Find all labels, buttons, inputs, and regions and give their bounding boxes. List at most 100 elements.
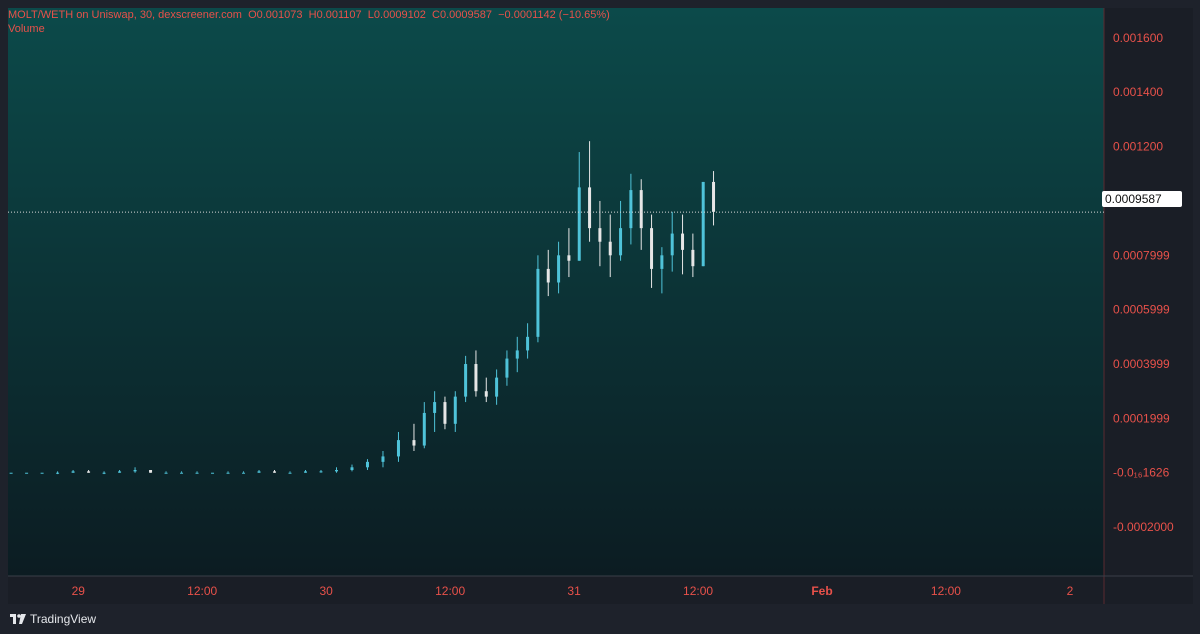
high-value: 0.001107 <box>316 9 362 21</box>
last-price-tag: 0.0009587 <box>1102 191 1182 207</box>
candle <box>619 200 623 261</box>
candle <box>495 369 499 405</box>
close-label: C <box>432 9 440 21</box>
candle-body <box>9 472 13 474</box>
candle-body <box>40 472 44 474</box>
candle <box>433 391 437 432</box>
candle <box>350 464 354 472</box>
plot-background <box>8 8 1104 576</box>
candle-body <box>211 472 215 474</box>
candle <box>660 247 664 294</box>
candle-body <box>195 472 199 474</box>
candle <box>273 470 277 473</box>
candle <box>365 459 369 471</box>
candle-body <box>567 255 571 261</box>
candle <box>639 179 643 250</box>
candle <box>87 470 91 473</box>
candle <box>334 467 338 473</box>
candle-body <box>433 402 437 413</box>
candle-body <box>381 456 385 462</box>
candle <box>453 391 457 432</box>
candle-body <box>464 364 468 397</box>
time-tick-label: 2 <box>1067 584 1074 598</box>
candle-body <box>650 228 654 269</box>
candle-body <box>242 472 246 474</box>
candle <box>149 470 153 473</box>
candle <box>40 472 44 474</box>
price-axis-background <box>1104 8 1193 576</box>
candle <box>526 323 530 359</box>
chart-area[interactable]: 0.0016000.0014000.0012000.00099990.00079… <box>8 8 1193 604</box>
candle-body <box>365 461 369 468</box>
candle-body <box>495 377 499 397</box>
candle <box>577 152 581 261</box>
candle <box>288 471 292 474</box>
candle <box>681 214 685 275</box>
candle <box>25 472 29 474</box>
candle-body <box>396 440 400 457</box>
price-tick-label: 0.0001999 <box>1113 411 1170 425</box>
low-value: 0.0009102 <box>373 9 426 21</box>
candle <box>484 377 488 403</box>
price-tick-label: 0.001400 <box>1113 85 1163 99</box>
candle <box>588 141 592 242</box>
price-tick-label: -0.0002000 <box>1113 520 1174 534</box>
time-tick-label: 31 <box>567 584 581 598</box>
candle <box>546 249 550 297</box>
candle <box>396 431 400 462</box>
candle <box>557 241 561 294</box>
open-label: O <box>248 9 257 21</box>
candle-body <box>701 181 705 267</box>
candle <box>412 423 416 451</box>
candle <box>515 336 519 373</box>
price-tick-label: 0.0005999 <box>1113 303 1170 317</box>
candle <box>670 211 674 272</box>
candle <box>9 472 13 474</box>
candle-body <box>660 255 664 269</box>
candle-body <box>118 471 122 473</box>
candle-body <box>639 190 643 229</box>
candle-body <box>712 181 716 212</box>
candle-body <box>619 228 623 256</box>
candle-body <box>273 471 277 473</box>
candle-body <box>505 358 509 378</box>
candle <box>536 255 540 343</box>
volume-legend[interactable]: Volume <box>8 23 45 35</box>
candle <box>474 350 478 397</box>
candles <box>9 141 716 475</box>
price-tick-label: -0.0₁₆1626 <box>1113 466 1170 480</box>
candle <box>118 470 122 473</box>
price-tick-label: 0.001600 <box>1113 31 1163 45</box>
candle <box>712 171 716 226</box>
candle <box>71 470 75 473</box>
time-tick-label: 12:00 <box>931 584 961 598</box>
tradingview-wordmark: TradingView <box>30 612 97 626</box>
candle-body <box>681 233 685 250</box>
chart-legend: MOLT/WETH on Uniswap, 30, dexscreener.co… <box>8 8 610 36</box>
candle-body <box>443 402 447 424</box>
candle-body <box>288 472 292 474</box>
price-tick-label: 0.001200 <box>1113 140 1163 154</box>
candle <box>567 228 571 278</box>
candle <box>133 467 137 473</box>
candle-body <box>102 472 106 474</box>
candle <box>422 402 426 449</box>
price-tick-label: 0.0007999 <box>1113 248 1170 262</box>
candle-body <box>226 472 230 474</box>
candle-body <box>350 467 354 471</box>
candlestick-chart[interactable]: 0.0016000.0014000.0012000.00099990.00079… <box>8 8 1193 604</box>
candle-body <box>515 350 519 359</box>
time-axis[interactable]: 29 12:00 30 12:00 31 12:00 Feb 12:00 2 <box>72 584 1074 598</box>
candle <box>102 471 106 475</box>
time-axis-background <box>8 576 1193 604</box>
open-value: 0.001073 <box>256 9 303 21</box>
candle-body <box>334 470 338 472</box>
high-label: H <box>308 9 317 21</box>
time-tick-label: 12:00 <box>435 584 465 598</box>
candle <box>629 173 633 245</box>
candle-body <box>422 412 426 446</box>
symbol-title[interactable]: MOLT/WETH on Uniswap, 30, dexscreener.co… <box>8 9 242 21</box>
candle-body <box>608 241 612 256</box>
tradingview-brand[interactable]: TradingView <box>10 612 96 626</box>
candle <box>195 471 199 474</box>
